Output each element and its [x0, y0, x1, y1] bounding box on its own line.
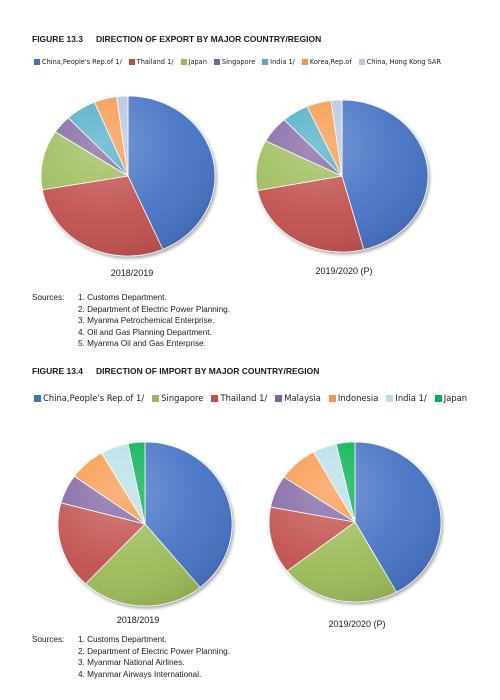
- legend-swatch: [213, 59, 220, 65]
- chart-legend-import: China,People's Rep.of 1/ Singapore Thail…: [34, 393, 475, 403]
- sources-label: Sources:: [32, 293, 65, 302]
- pie-sheen: [256, 100, 428, 252]
- pie-sheen: [58, 442, 232, 606]
- legend-swatch: [152, 394, 160, 402]
- legend-label: Thailand 1/: [136, 58, 174, 66]
- source-item: 3. Myanmar National Airlines.: [78, 658, 185, 668]
- period-label: 2019/2020 (P): [328, 619, 386, 629]
- figure-heading-export: FIGURE 13.3 DIRECTION OF EXPORT BY MAJOR…: [32, 34, 321, 44]
- source-item: 4. Myanmar Airways International.: [78, 669, 202, 679]
- legend-item: Korea,Rep.of: [301, 58, 352, 66]
- source-item: 4. Oil and Gas Planning Department.: [78, 327, 212, 337]
- legend-label: China,People's Rep.of 1/: [42, 58, 122, 66]
- legend-item: Singapore: [213, 58, 256, 66]
- source-item: 5. Myanma Oil and Gas Enterprise.: [78, 339, 206, 349]
- legend-item: Malaysia: [275, 393, 321, 403]
- figure-title: DIRECTION OF EXPORT BY MAJOR COUNTRY/REG…: [96, 34, 322, 44]
- source-item: 2. Department of Electric Power Planning…: [78, 304, 230, 314]
- pie-sheen: [41, 96, 215, 256]
- legend-label: China,People's Rep.of 1/: [43, 393, 145, 403]
- legend-swatch: [434, 394, 442, 402]
- sources-label: Sources:: [32, 635, 65, 644]
- legend-swatch: [211, 394, 219, 402]
- legend-item: Thailand 1/: [211, 393, 267, 403]
- legend-item: Thailand 1/: [128, 58, 174, 66]
- legend-item: Singapore: [152, 393, 203, 403]
- legend-label: Thailand 1/: [220, 393, 268, 403]
- legend-label: Korea,Rep.of: [309, 58, 352, 66]
- legend-label: China, Hong Kong SAR: [366, 58, 442, 66]
- period-label: 2018/2019: [110, 268, 154, 278]
- legend-swatch: [34, 59, 40, 65]
- sources-export: Sources: 1. Customs Department. 2. Depart…: [32, 292, 230, 350]
- legend-item: Indonesia: [328, 393, 379, 403]
- legend-swatch: [328, 394, 336, 402]
- legend-swatch: [34, 394, 41, 402]
- chart-legend-export: China,People's Rep.of 1/ Thailand 1/ Jap…: [34, 58, 448, 66]
- legend-label: Singapore: [221, 58, 256, 66]
- legend-item: Japan: [180, 58, 207, 66]
- period-label: 2018/2019: [116, 615, 160, 625]
- legend-item: India 1/: [262, 58, 295, 66]
- legend-item: India 1/: [386, 393, 427, 403]
- legend-label: India 1/: [395, 393, 427, 403]
- legend-swatch: [128, 59, 135, 65]
- legend-label: India 1/: [270, 58, 295, 66]
- period-label: 2019/2020 (P): [315, 266, 373, 276]
- legend-swatch: [275, 394, 283, 402]
- legend-label: Singapore: [161, 393, 204, 403]
- legend-item: Japan: [434, 393, 468, 403]
- legend-swatch: [386, 394, 394, 402]
- source-item: 1. Customs Department.: [78, 293, 167, 302]
- legend-label: Indonesia: [337, 393, 379, 403]
- source-item: 1. Customs Department.: [78, 635, 167, 644]
- legend-item: China, Hong Kong SAR: [358, 58, 442, 66]
- figure-number: FIGURE 13.3: [32, 34, 84, 44]
- legend-label: Japan: [443, 393, 468, 403]
- figure-title: DIRECTION OF IMPORT BY MAJOR COUNTRY/REG…: [96, 366, 320, 376]
- legend-swatch: [180, 59, 187, 65]
- sources-import: Sources: 1. Customs Department. 2. Depart…: [32, 634, 230, 680]
- figure-heading-import: FIGURE 13.4 DIRECTION OF IMPORT BY MAJOR…: [32, 366, 319, 376]
- legend-item: China,People's Rep.of 1/: [34, 393, 144, 403]
- source-item: 3. Myanma Petrochemical Enterprise.: [78, 316, 215, 326]
- legend-label: Japan: [188, 58, 207, 66]
- legend-label: Malaysia: [284, 393, 321, 403]
- legend-swatch: [301, 59, 308, 65]
- legend-swatch: [262, 59, 269, 65]
- source-item: 2. Department of Electric Power Planning…: [78, 646, 230, 656]
- legend-swatch: [358, 59, 365, 65]
- pie-sheen: [269, 442, 441, 602]
- legend-item: China,People's Rep.of 1/: [34, 58, 122, 66]
- figure-number: FIGURE 13.4: [32, 366, 84, 376]
